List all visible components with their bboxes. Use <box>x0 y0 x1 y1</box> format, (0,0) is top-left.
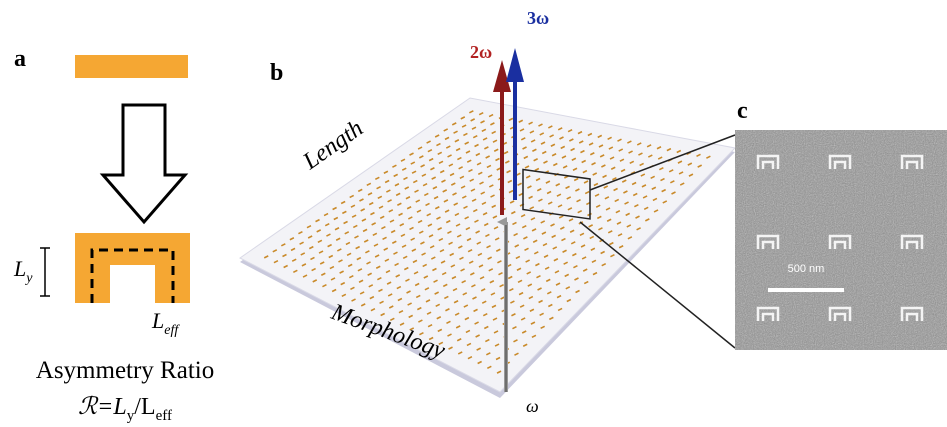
down-arrow <box>103 105 185 222</box>
beam-2w-label: 2ω <box>470 42 492 62</box>
panel-label: a <box>14 46 26 72</box>
ly-bracket <box>40 248 50 296</box>
beam-3w-label: 3ω <box>527 8 549 28</box>
bar-shape <box>75 55 188 78</box>
panel-label: c <box>737 98 748 124</box>
panel-c: c 500 nm <box>735 98 947 350</box>
panel-a: a Ly Leff Asymmetry Ratio ℛ=Ly/Leff <box>13 46 214 424</box>
beam-in-label: ω <box>526 396 539 416</box>
scale-bar-label: 500 nm <box>788 263 825 275</box>
beam-3w-head <box>506 48 524 82</box>
ly-label: Ly <box>13 256 33 286</box>
figure: a Ly Leff Asymmetry Ratio ℛ=Ly/Leff b Le… <box>0 0 947 427</box>
panel-b: b Length Morphology ω 2ω 3ω <box>240 8 735 416</box>
panel-label: b <box>270 60 283 86</box>
ratio-title: Asymmetry Ratio <box>36 357 214 384</box>
leff-label: Leff <box>151 308 180 338</box>
axis-length: Length <box>298 115 368 175</box>
ratio-formula: ℛ=Ly/Leff <box>78 394 172 424</box>
